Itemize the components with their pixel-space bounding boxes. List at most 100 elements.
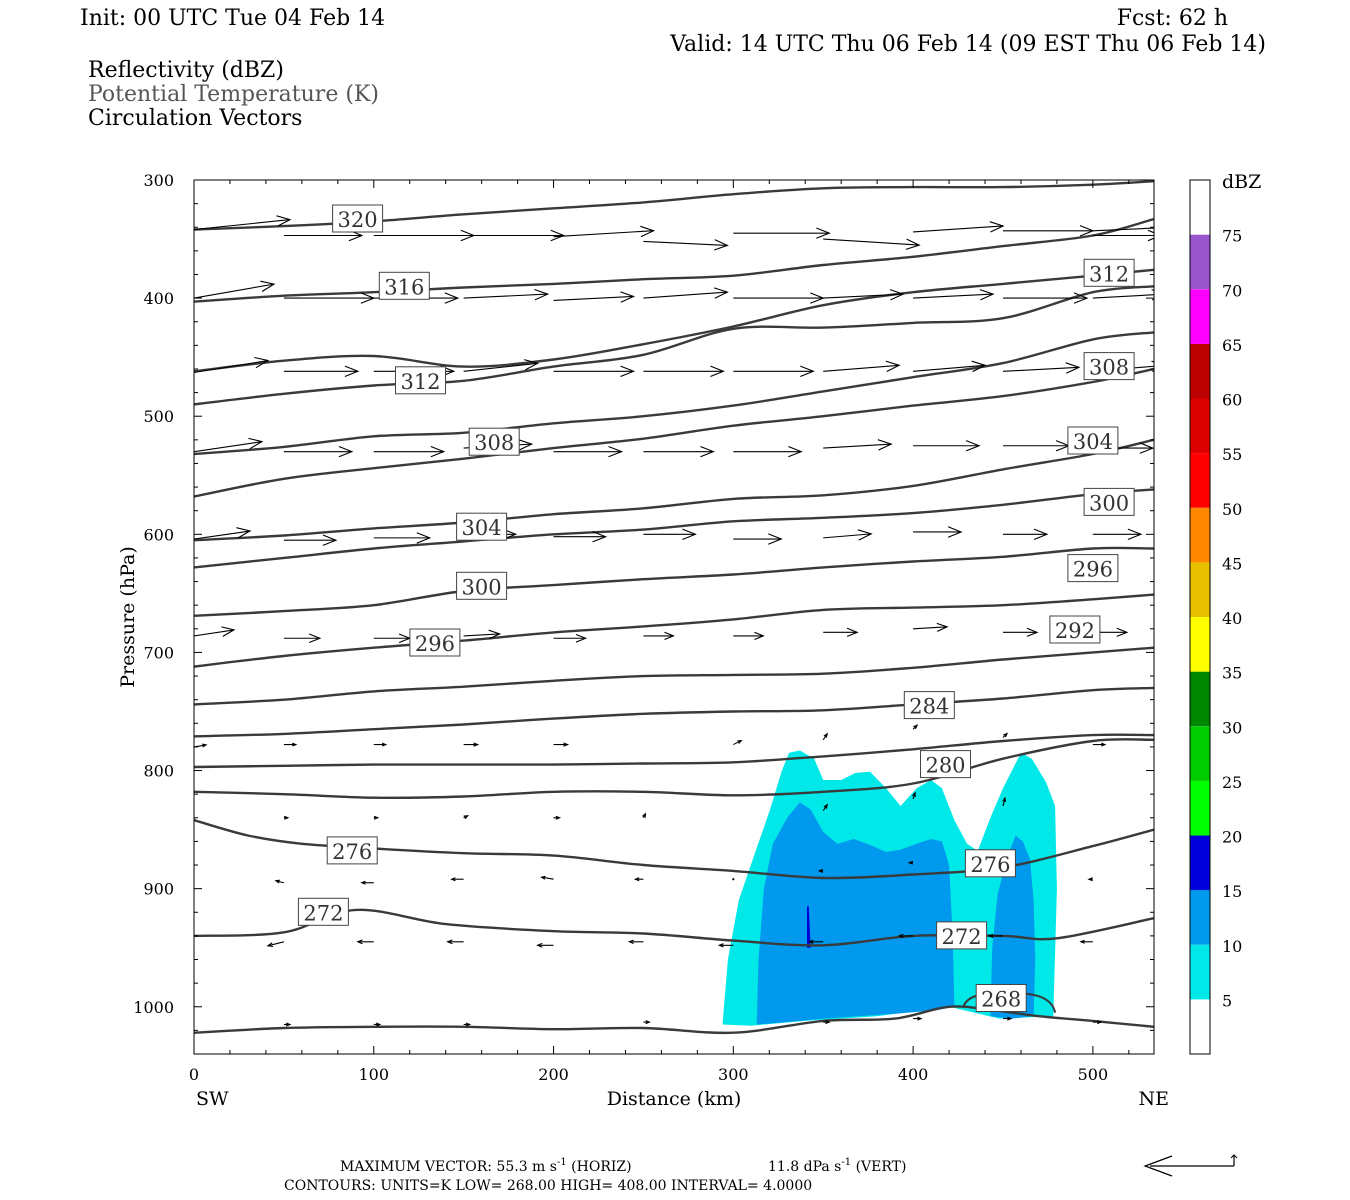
circulation-vector bbox=[283, 815, 290, 820]
circulation-vector bbox=[913, 360, 987, 373]
circulation-vector bbox=[822, 803, 829, 812]
circulation-vector bbox=[1092, 528, 1143, 541]
y-tick-label: 400 bbox=[143, 289, 174, 308]
circulation-vector bbox=[360, 880, 374, 885]
circulation-vector bbox=[540, 875, 554, 880]
circulation-vector bbox=[373, 532, 432, 544]
colorbar-swatch bbox=[1190, 999, 1210, 1055]
circulation-vector bbox=[913, 289, 995, 301]
circulation-vector bbox=[553, 225, 656, 238]
circulation-vector bbox=[1002, 528, 1049, 541]
max-vector-text: MAXIMUM VECTOR: 55.3 m s-1 (HORIZ) bbox=[340, 1157, 632, 1175]
svg-text:272: 272 bbox=[942, 925, 982, 949]
circulation-vector bbox=[913, 440, 981, 452]
circulation-vector bbox=[733, 365, 815, 378]
circulation-vector bbox=[643, 631, 675, 641]
isentrope-label: 292 bbox=[1049, 615, 1101, 644]
colorbar-level-label: 15 bbox=[1222, 882, 1242, 901]
isentrope-276 bbox=[194, 738, 1154, 800]
isentrope-label: 276 bbox=[964, 849, 1016, 878]
circulation-vector bbox=[536, 942, 554, 948]
x-tick-label: 200 bbox=[538, 1065, 569, 1084]
circulation-vector bbox=[732, 878, 735, 881]
isentrope-label: 284 bbox=[903, 691, 955, 720]
x-axis-label: Distance (km) bbox=[607, 1088, 742, 1110]
plot-area: 320 316 312 308 304 300 296 292 296 300 304 308 312 2… bbox=[133, 171, 1155, 1084]
circulation-vector bbox=[633, 877, 644, 882]
colorbar-swatch bbox=[1190, 343, 1210, 399]
colorbar-swatch bbox=[1190, 835, 1210, 891]
circulation-vector bbox=[373, 742, 388, 747]
circulation-vector bbox=[913, 221, 1005, 233]
isentrope-292 bbox=[194, 488, 1154, 569]
isentrope-304 bbox=[194, 331, 1154, 456]
end-label-right: NE bbox=[1139, 1088, 1170, 1110]
colorbar-swatch bbox=[1190, 780, 1210, 836]
colorbar-swatch bbox=[1190, 398, 1210, 454]
colorbar-frame bbox=[1189, 179, 1211, 1055]
circulation-vector bbox=[553, 445, 624, 458]
circulation-vector bbox=[463, 359, 540, 372]
y-axis: 300 400 500 600 700 800 900 1000 bbox=[133, 171, 1154, 1031]
isentrope-label: 304 bbox=[1067, 426, 1119, 455]
isentrope-label: 300 bbox=[1083, 487, 1135, 516]
circulation-vector bbox=[817, 868, 824, 873]
svg-text:296: 296 bbox=[1073, 558, 1113, 582]
circulation-vector bbox=[1092, 1020, 1103, 1025]
y-tick-label: 300 bbox=[143, 171, 174, 190]
colorbar-level-label: 55 bbox=[1222, 445, 1242, 464]
svg-text:304: 304 bbox=[1073, 430, 1113, 454]
reflectivity-fill bbox=[722, 750, 1057, 1026]
y-tick-label: 1000 bbox=[133, 998, 174, 1017]
svg-text:268: 268 bbox=[981, 988, 1021, 1012]
y-tick-label: 600 bbox=[143, 525, 174, 544]
colorbar-level-label: 45 bbox=[1222, 554, 1242, 573]
circulation-vector bbox=[373, 1022, 382, 1027]
y-axis-label: Pressure (hPa) bbox=[117, 546, 139, 688]
isentrope-282 bbox=[194, 646, 1154, 706]
init-time: Init: 00 UTC Tue 04 Feb 14 bbox=[80, 6, 385, 31]
circulation-vector bbox=[1092, 742, 1107, 747]
colorbar-level-label: 25 bbox=[1222, 773, 1242, 792]
circulation-vector bbox=[283, 365, 360, 378]
isentrope-label: 320 bbox=[332, 204, 384, 233]
isentrope-270 bbox=[194, 1005, 1154, 1035]
circulation-vector bbox=[823, 1020, 831, 1025]
circulation-vector bbox=[446, 939, 464, 945]
reflectivity-region-15dbz bbox=[807, 906, 811, 948]
isentrope-label: 316 bbox=[378, 271, 430, 300]
circulation-vector bbox=[194, 215, 292, 231]
isentrope-300 bbox=[194, 367, 1154, 498]
circulation-vector bbox=[822, 732, 829, 741]
circulation-vector bbox=[1002, 362, 1081, 374]
max-vector-vert-text: 11.8 dPa s-1 (VERT) bbox=[768, 1157, 906, 1175]
colorbar-swatch bbox=[1190, 234, 1210, 290]
svg-text:304: 304 bbox=[462, 516, 502, 540]
isentrope-312 bbox=[194, 268, 1154, 373]
isentrope-label: 312 bbox=[395, 366, 446, 395]
circulation-vector bbox=[643, 365, 725, 378]
circulation-vector bbox=[897, 933, 914, 939]
circulation-vector bbox=[553, 291, 636, 303]
circulation-vector bbox=[553, 365, 636, 378]
circulation-vector bbox=[733, 445, 803, 458]
svg-text:312: 312 bbox=[400, 370, 440, 394]
colorbar-level-label: 20 bbox=[1222, 828, 1242, 847]
colorbar-level-label: 30 bbox=[1222, 718, 1242, 737]
circulation-vector bbox=[913, 622, 949, 632]
circulation-vector bbox=[1002, 732, 1009, 738]
circulation-vector bbox=[283, 1022, 292, 1027]
circulation-vector bbox=[463, 815, 470, 820]
circulation-vector bbox=[643, 239, 729, 251]
y-tick-label: 800 bbox=[143, 762, 174, 781]
colorbar-swatch bbox=[1190, 944, 1210, 1000]
isentrope-280 bbox=[194, 686, 1154, 738]
circulation-vector bbox=[266, 941, 285, 948]
circulation-vector bbox=[717, 943, 734, 948]
isentrope-label: 308 bbox=[468, 427, 520, 456]
circulation-vector bbox=[283, 534, 338, 546]
y-tick-label: 700 bbox=[143, 643, 174, 662]
circulation-vector bbox=[463, 229, 566, 242]
svg-text:276: 276 bbox=[332, 840, 372, 864]
